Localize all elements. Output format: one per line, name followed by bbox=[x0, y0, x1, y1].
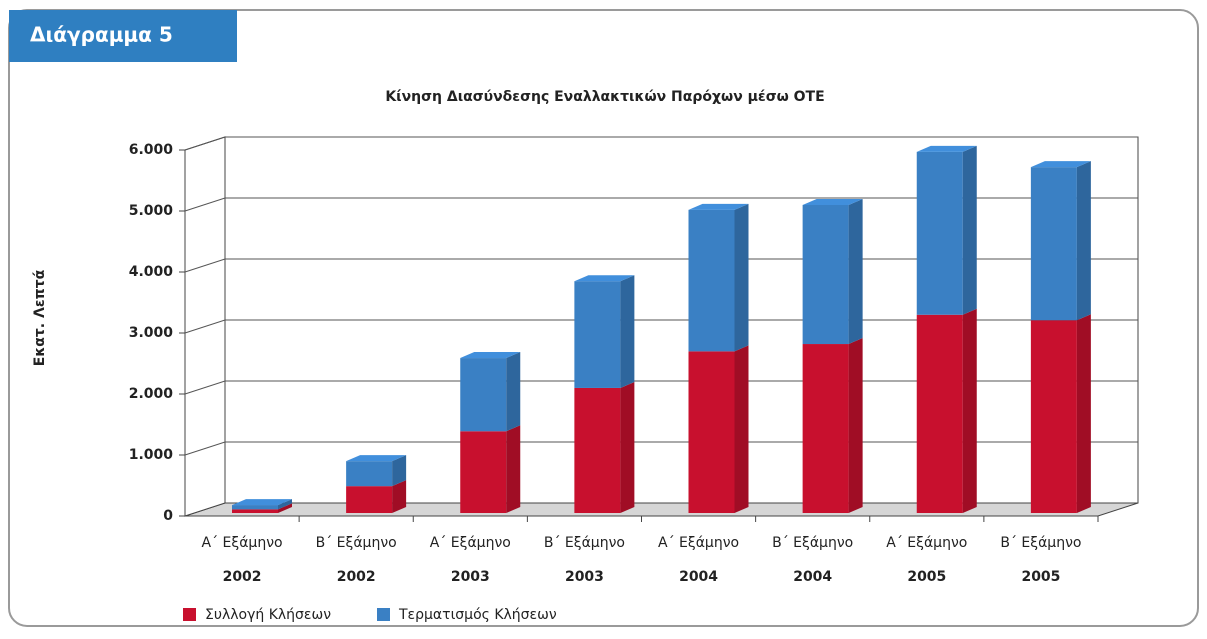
bar-side bbox=[848, 338, 863, 513]
y-tick-label: 4.000 bbox=[129, 264, 174, 280]
x-tick-label: 2004 bbox=[793, 569, 832, 585]
bar-front bbox=[574, 387, 621, 513]
y-tick-label: 6.000 bbox=[129, 142, 174, 158]
bar-side bbox=[620, 381, 635, 513]
x-tick-label: Β΄ Εξάμηνο bbox=[1000, 535, 1081, 551]
bar-side bbox=[1076, 161, 1091, 321]
bar-front bbox=[574, 281, 621, 388]
bar-side bbox=[392, 455, 407, 487]
bar-side bbox=[848, 198, 863, 345]
x-tick-label: Α΄ Εξάμηνο bbox=[658, 535, 739, 551]
x-tick-label: 2005 bbox=[907, 569, 946, 585]
bar-front bbox=[1030, 320, 1077, 513]
bar-side bbox=[506, 352, 521, 432]
bar-side bbox=[278, 503, 292, 513]
bar-side bbox=[962, 308, 977, 513]
bar-side bbox=[962, 145, 977, 315]
bar-front bbox=[232, 509, 278, 513]
bar-top bbox=[802, 198, 863, 205]
bar-side bbox=[392, 480, 407, 513]
bar-top bbox=[346, 455, 407, 462]
bar-side bbox=[620, 275, 635, 388]
y-tick-label: 2.000 bbox=[129, 386, 174, 402]
bar-top bbox=[574, 275, 635, 282]
bar-top bbox=[232, 499, 292, 506]
bar-side bbox=[734, 203, 749, 352]
y-tick-label: 0 bbox=[163, 508, 173, 524]
x-tick-label: 2002 bbox=[337, 569, 376, 585]
bar-front bbox=[346, 486, 393, 513]
bar-front bbox=[688, 351, 735, 513]
bar-front bbox=[916, 314, 963, 513]
bar-side bbox=[506, 425, 521, 513]
bar-front bbox=[460, 358, 507, 432]
x-tick-label: 2002 bbox=[223, 569, 262, 585]
legend-label: Τερματισμός Κλήσεων bbox=[398, 607, 557, 623]
bar-top bbox=[460, 352, 521, 359]
bar-side bbox=[278, 499, 292, 510]
floor bbox=[184, 502, 1139, 517]
x-tick-label: Α΄ Εξάμηνο bbox=[430, 535, 511, 551]
legend-swatch bbox=[183, 608, 196, 621]
header-tab bbox=[9, 10, 237, 62]
x-tick-label: 2004 bbox=[679, 569, 718, 585]
x-tick-label: 2005 bbox=[1021, 569, 1060, 585]
bar-top bbox=[688, 203, 749, 210]
y-tick-label: 3.000 bbox=[129, 325, 174, 341]
x-tick-label: 2003 bbox=[451, 569, 490, 585]
x-tick-label: Α΄ Εξάμηνο bbox=[886, 535, 967, 551]
bar-front bbox=[1030, 167, 1077, 321]
y-tick-label: 5.000 bbox=[129, 203, 174, 219]
bar-front bbox=[802, 204, 849, 345]
bar-top bbox=[1030, 161, 1091, 168]
bar-top bbox=[916, 145, 977, 152]
bar-front bbox=[460, 431, 507, 513]
header-label: Διάγραμμα 5 bbox=[30, 23, 173, 47]
bar-front bbox=[346, 461, 393, 487]
bar-side bbox=[734, 345, 749, 513]
bar-front bbox=[688, 209, 735, 352]
bar-front bbox=[802, 344, 849, 513]
x-tick-label: 2003 bbox=[565, 569, 604, 585]
legend-swatch bbox=[377, 608, 390, 621]
legend-label: Συλλογή Κλήσεων bbox=[205, 607, 331, 623]
x-tick-label: Β΄ Εξάμηνο bbox=[316, 535, 397, 551]
x-tick-label: Β΄ Εξάμηνο bbox=[544, 535, 625, 551]
grid-line bbox=[184, 136, 1138, 151]
bar-front bbox=[232, 505, 278, 510]
y-tick-label: 1.000 bbox=[129, 447, 174, 463]
grid-line bbox=[184, 197, 1138, 212]
chart-title: Κίνηση Διασύνδεσης Εναλλακτικών Παρόχων … bbox=[385, 89, 824, 105]
y-axis-label: Εκατ. Λεπτά bbox=[32, 269, 48, 366]
bar-side bbox=[1076, 314, 1091, 513]
x-tick-label: Α΄ Εξάμηνο bbox=[202, 535, 283, 551]
x-tick-label: Β΄ Εξάμηνο bbox=[772, 535, 853, 551]
bar-front bbox=[916, 151, 963, 315]
